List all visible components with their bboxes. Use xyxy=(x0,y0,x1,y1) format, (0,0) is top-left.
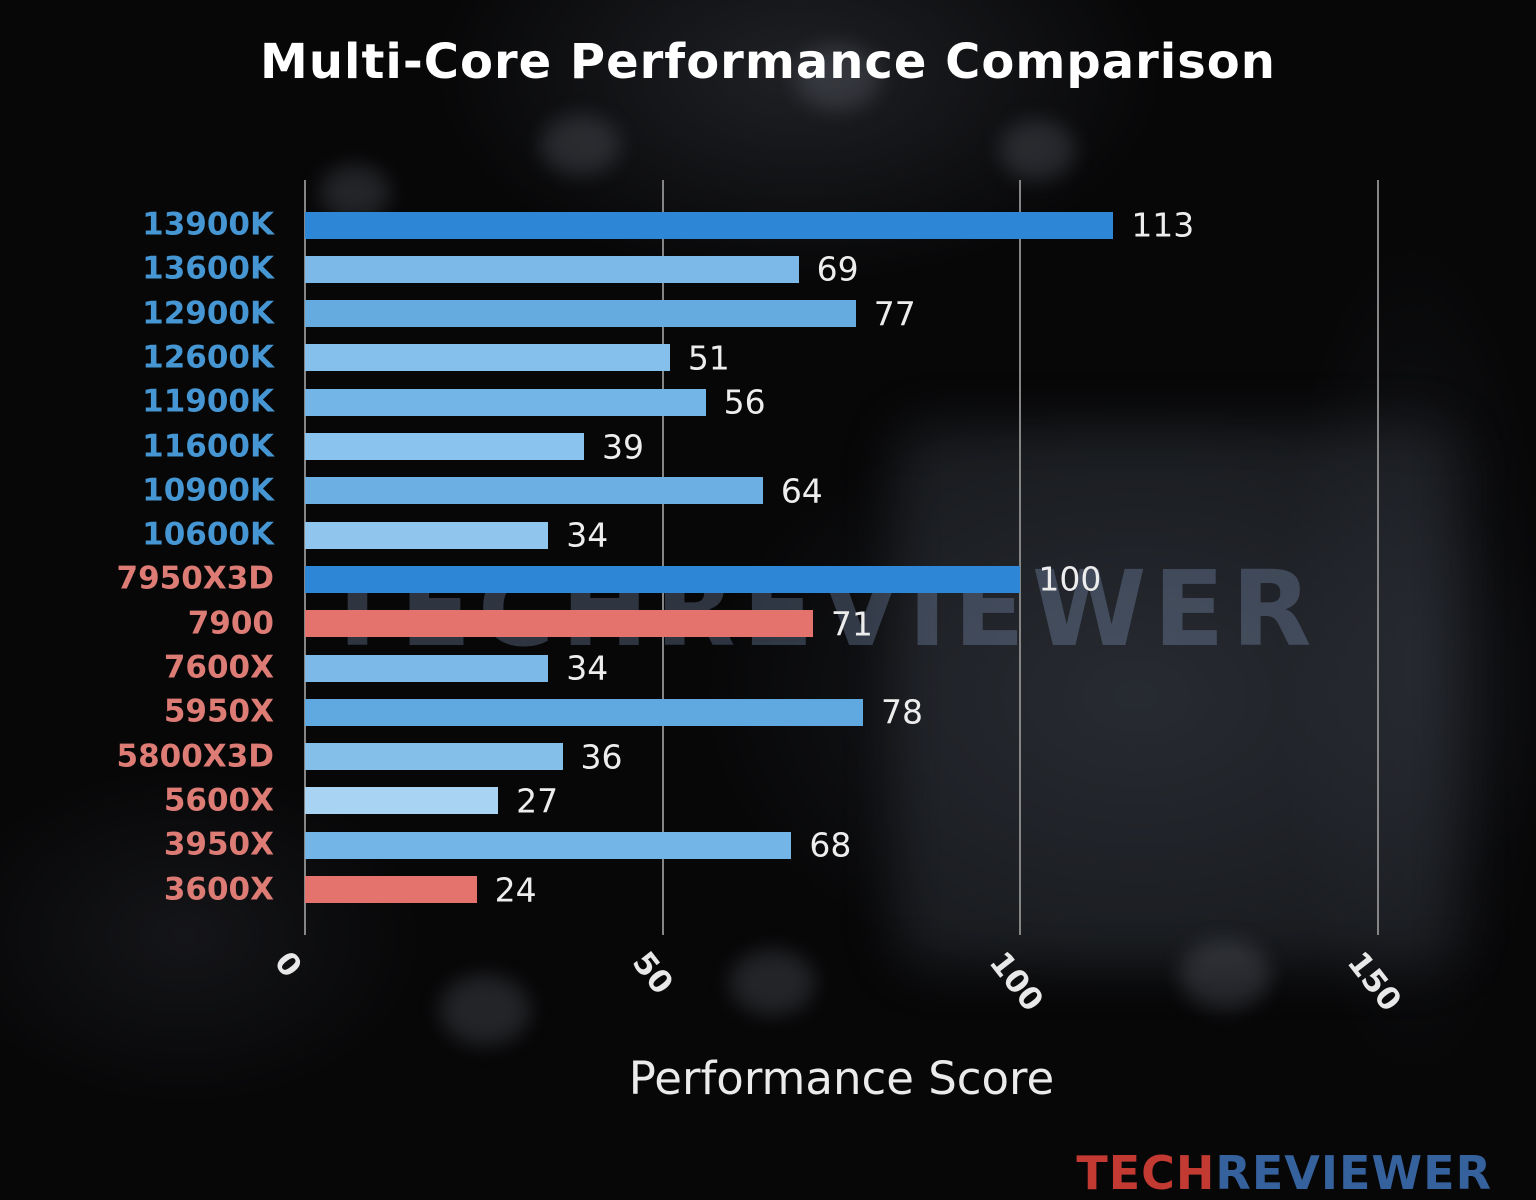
bar-3600X xyxy=(305,876,477,903)
value-label: 71 xyxy=(830,604,873,644)
value-label: 27 xyxy=(516,781,559,821)
bar-7900 xyxy=(305,610,813,638)
chart-area: 13900K 13600K 12900K 12600K 11900K 11600K 1090… xyxy=(0,180,1536,1018)
bar-5950X xyxy=(305,698,863,726)
plot-area: 0 50 100 150 113 69 77 51 56 39 64 34 100 71 34 78 36 27 6… xyxy=(267,180,1408,1018)
category-label: 13900K xyxy=(142,206,274,243)
value-label: 51 xyxy=(687,338,730,378)
bar-7950X3D xyxy=(305,565,1021,593)
background-blob xyxy=(540,115,620,175)
category-label: 10900K xyxy=(142,472,274,509)
category-label: 11600K xyxy=(142,428,274,464)
category-label: 13600K xyxy=(142,250,274,287)
grid-line xyxy=(1019,180,1022,935)
grid-line xyxy=(661,180,664,935)
bar-5600X xyxy=(305,787,499,815)
background-blob xyxy=(1180,940,1270,1010)
bar-11600K xyxy=(305,433,584,460)
background-blob xyxy=(1000,120,1075,180)
value-label: 39 xyxy=(601,427,644,466)
category-label: 7900 xyxy=(187,605,274,642)
category-label: 5950X xyxy=(163,693,274,730)
value-label: 24 xyxy=(494,870,537,909)
grid-line xyxy=(1377,180,1379,935)
value-label: 36 xyxy=(580,737,623,777)
value-label: 113 xyxy=(1131,205,1195,245)
category-label: 10600K xyxy=(142,516,274,553)
value-label: 100 xyxy=(1038,559,1102,599)
category-label: 5600X xyxy=(163,782,274,819)
category-label: 5800X3D xyxy=(116,738,274,775)
category-label: 3950X xyxy=(163,826,274,863)
grid-line xyxy=(304,180,306,935)
value-label: 78 xyxy=(880,692,923,732)
category-label: 7600X xyxy=(163,649,274,686)
category-label: 12900K xyxy=(142,295,274,332)
bar-12900K xyxy=(305,300,856,328)
value-label: 77 xyxy=(873,294,916,334)
x-axis-label: Performance Score xyxy=(628,1052,1055,1105)
value-label: 69 xyxy=(816,249,859,289)
background-cpu-shape xyxy=(900,430,1452,962)
bar-11900K xyxy=(305,388,706,416)
bar-5800X3D xyxy=(305,743,563,771)
value-label: 34 xyxy=(566,515,609,555)
category-labels: 13900K 13600K 12900K 12600K 11900K 11600K 1090… xyxy=(0,180,290,935)
x-tick-label: 50 xyxy=(624,945,680,1002)
bar-10900K xyxy=(305,477,763,505)
background-blob xyxy=(440,975,530,1045)
value-label: 34 xyxy=(566,648,609,688)
x-tick-label: 0 xyxy=(266,945,309,985)
category-label: 12600K xyxy=(142,339,274,376)
bar-10600K xyxy=(305,521,549,549)
bar-13600K xyxy=(305,255,799,283)
value-label: 56 xyxy=(723,382,766,422)
value-label: 64 xyxy=(780,471,823,511)
category-label: 7950X3D xyxy=(116,560,274,597)
bar-12600K xyxy=(305,344,670,372)
category-label: 11900K xyxy=(142,383,274,420)
logo-tech: TECH xyxy=(1076,1146,1216,1200)
logo-reviewer: REVIEWER xyxy=(1215,1146,1492,1200)
background-blob xyxy=(795,45,880,110)
background-blob xyxy=(320,165,390,220)
category-label: 3600X xyxy=(163,871,274,907)
background-blob xyxy=(730,950,815,1015)
brand-logo: TECHREVIEWER xyxy=(1076,1146,1492,1200)
bar-3950X xyxy=(305,831,792,859)
bar-13900K xyxy=(305,211,1114,239)
bar-7600X xyxy=(305,654,549,682)
chart-title: Multi-Core Performance Comparison xyxy=(260,34,1276,90)
value-label: 68 xyxy=(809,825,852,865)
